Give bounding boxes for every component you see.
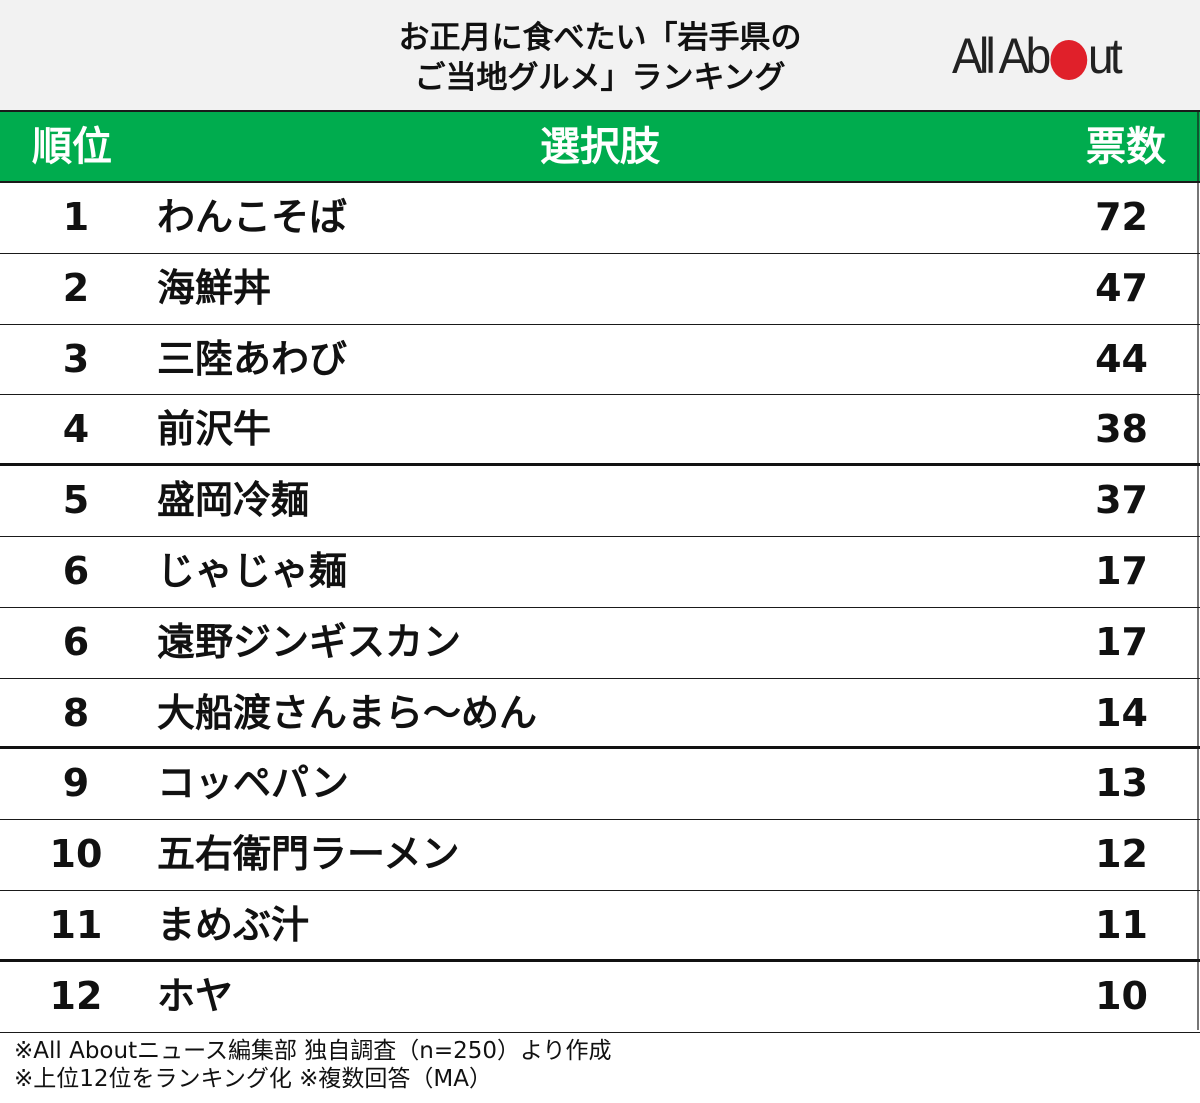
ranking-table-body: 1 わんこそば 72 2 海鮮丼 47 3 三陸あわび 44 4 前沢牛 3 8 … — [0, 183, 1200, 1033]
table-row: 6 じゃじゃ麺 17 — [0, 537, 1200, 608]
rank-cell: 9 — [62, 761, 90, 806]
votes-cell: 38 — [1095, 407, 1148, 452]
option-cell: 五右衛門ラーメン — [157, 832, 460, 877]
option-cell: 三陸あわび — [157, 336, 348, 381]
table-row: 2 海鮮丼 47 — [0, 254, 1200, 325]
rank-cell: 11 — [49, 902, 103, 947]
votes-cell: 13 — [1095, 761, 1148, 806]
table-row: 5 盛岡冷麺 37 — [0, 466, 1200, 537]
option-cell: 盛岡冷麺 — [157, 478, 310, 523]
logo-text-end: ut — [1088, 28, 1123, 84]
votes-cell: 72 — [1095, 195, 1148, 239]
rank-cell: 4 — [62, 407, 90, 452]
votes-cell: 11 — [1095, 902, 1148, 947]
option-cell: 前沢牛 — [157, 407, 272, 452]
footnote-source: ※All Aboutニュース編集部 独自調査（n=250）より作成 — [14, 1038, 612, 1064]
page-title: お正月に食べたい「岩手県の ご当地グルメ」ランキング — [290, 18, 910, 98]
option-cell: 海鮮丼 — [157, 265, 272, 310]
rank-cell: 10 — [49, 832, 103, 877]
header-rank: 順位 — [32, 124, 112, 170]
option-cell: じゃじゃ麺 — [157, 548, 348, 593]
rank-cell: 5 — [62, 478, 90, 523]
table-header: 順位 選択肢 票数 — [0, 110, 1200, 183]
votes-cell: 12 — [1095, 832, 1148, 877]
votes-cell: 17 — [1095, 548, 1148, 593]
logo-red-dot-icon — [1050, 40, 1088, 80]
rank-cell: 3 — [62, 336, 90, 381]
votes-cell: 10 — [1095, 973, 1148, 1018]
rank-cell: 1 — [62, 195, 90, 239]
option-cell: 遠野ジンギスカン — [157, 619, 462, 664]
table-row: 9 コッペパン 13 — [0, 749, 1200, 821]
votes-cell: 44 — [1095, 336, 1148, 381]
footnotes: ※All Aboutニュース編集部 独自調査（n=250）より作成 ※上位12位… — [14, 1037, 612, 1093]
table-row: 10 五右衛門ラーメン 12 — [0, 820, 1200, 891]
title-line-2: ご当地グルメ」ランキング — [414, 60, 786, 96]
rank-cell: 2 — [62, 265, 90, 310]
option-cell: まめぶ汁 — [157, 902, 310, 947]
header-option: 選択肢 — [540, 124, 660, 170]
rank-cell: 8 — [62, 690, 90, 735]
table-row: 12 ホヤ 10 — [0, 962, 1200, 1033]
option-cell: ホヤ — [157, 973, 234, 1018]
table-row: 11 まめぶ汁 11 — [0, 891, 1200, 962]
option-cell: 大船渡さんまら～めん — [157, 690, 538, 735]
footnote-method: ※上位12位をランキング化 ※複数回答（MA） — [14, 1066, 493, 1092]
option-cell: わんこそば — [157, 195, 348, 239]
rank-cell: 6 — [62, 548, 90, 593]
header-votes: 票数 — [1086, 124, 1166, 170]
logo-text-start: All Ab — [952, 28, 1051, 84]
table-row: 1 わんこそば 72 — [0, 183, 1200, 254]
option-cell: コッペパン — [157, 761, 349, 806]
votes-cell: 37 — [1095, 478, 1148, 523]
votes-cell: 47 — [1095, 265, 1148, 310]
all-about-logo: All Ab ut — [952, 28, 1123, 84]
votes-cell: 17 — [1095, 619, 1148, 664]
rank-cell: 12 — [49, 973, 103, 1018]
table-row: 4 前沢牛 38 — [0, 395, 1200, 467]
title-line-1: お正月に食べたい「岩手県の — [398, 20, 802, 56]
title-band: お正月に食べたい「岩手県の ご当地グルメ」ランキング All Ab ut — [0, 0, 1200, 111]
rank-cell: 6 — [62, 619, 90, 664]
table-row: 8 大船渡さんまら～めん 14 — [0, 679, 1200, 750]
table-row: 6 遠野ジンギスカン 17 — [0, 608, 1200, 679]
table-right-border — [1197, 110, 1199, 1030]
votes-cell: 14 — [1095, 690, 1148, 735]
table-row: 3 三陸あわび 44 — [0, 325, 1200, 396]
